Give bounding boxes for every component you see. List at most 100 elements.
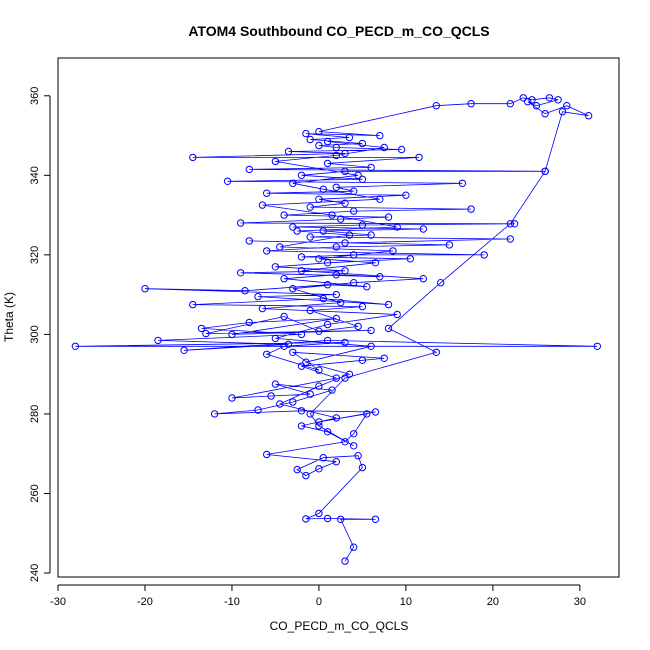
data-point bbox=[323, 281, 332, 289]
y-tick-label: 300 bbox=[29, 325, 41, 343]
data-point bbox=[350, 187, 358, 195]
data-point bbox=[337, 215, 345, 223]
data-point bbox=[297, 171, 306, 180]
y-tick-label: 240 bbox=[29, 564, 41, 582]
data-point bbox=[350, 251, 358, 259]
data-point bbox=[210, 410, 219, 418]
data-point bbox=[306, 306, 314, 315]
data-point bbox=[354, 171, 362, 180]
data-point bbox=[280, 342, 288, 350]
data-point bbox=[189, 300, 197, 309]
data-point bbox=[202, 329, 210, 338]
x-tick-label: -20 bbox=[137, 596, 153, 608]
data-point bbox=[354, 322, 362, 331]
data-point bbox=[289, 398, 297, 406]
data-point bbox=[341, 149, 349, 158]
data-point bbox=[371, 515, 380, 523]
data-point bbox=[328, 211, 336, 219]
data-point bbox=[302, 358, 310, 366]
data-point bbox=[332, 183, 340, 192]
data-point bbox=[306, 233, 314, 241]
data-point bbox=[467, 205, 475, 213]
data-point bbox=[297, 362, 306, 370]
data-point bbox=[323, 159, 332, 168]
y-tick-label: 280 bbox=[29, 405, 41, 423]
data-point bbox=[297, 330, 306, 339]
data-point bbox=[315, 255, 323, 263]
data-point bbox=[189, 153, 197, 162]
data-point bbox=[350, 430, 358, 438]
chart-title: ATOM4 Southbound CO_PECD_m_CO_QCLS bbox=[188, 23, 489, 39]
data-point bbox=[319, 227, 327, 235]
data-point bbox=[528, 96, 536, 104]
data-point bbox=[297, 267, 306, 275]
plot-marks bbox=[71, 94, 601, 565]
data-point bbox=[245, 237, 254, 245]
data-point bbox=[271, 263, 280, 271]
data-point bbox=[563, 102, 571, 110]
data-point bbox=[341, 374, 349, 382]
data-point bbox=[323, 428, 332, 436]
data-point bbox=[358, 139, 367, 148]
data-point bbox=[228, 394, 236, 402]
data-point bbox=[367, 231, 375, 239]
data-point bbox=[367, 163, 375, 172]
data-point bbox=[237, 219, 245, 227]
data-point bbox=[258, 304, 267, 313]
data-point bbox=[254, 406, 262, 414]
data-point bbox=[315, 127, 323, 136]
data-point bbox=[302, 129, 310, 138]
data-point bbox=[302, 515, 310, 523]
data-point bbox=[341, 267, 349, 275]
data-point bbox=[289, 348, 297, 356]
data-point bbox=[341, 438, 349, 446]
data-point bbox=[306, 410, 314, 418]
data-point bbox=[467, 100, 475, 108]
data-point bbox=[593, 342, 601, 350]
data-point bbox=[350, 279, 358, 287]
data-point bbox=[419, 225, 427, 233]
data-point bbox=[358, 221, 367, 229]
data-point bbox=[71, 342, 80, 350]
data-point bbox=[323, 320, 332, 329]
data-point bbox=[263, 350, 271, 358]
plot-frame bbox=[57, 57, 620, 578]
data-point bbox=[354, 452, 362, 460]
data-point bbox=[289, 179, 297, 188]
data-point bbox=[154, 336, 162, 345]
data-point bbox=[380, 354, 388, 362]
data-point bbox=[341, 167, 349, 176]
data-point bbox=[376, 195, 384, 203]
y-tick-label: 320 bbox=[29, 246, 41, 264]
data-point bbox=[384, 213, 393, 221]
data-point bbox=[276, 400, 284, 408]
data-point bbox=[271, 334, 280, 343]
y-tick-label: 260 bbox=[29, 484, 41, 502]
data-point bbox=[332, 374, 340, 382]
data-point bbox=[358, 463, 367, 472]
data-point bbox=[241, 287, 249, 295]
data-point bbox=[406, 255, 414, 263]
data-point bbox=[197, 324, 206, 333]
data-point bbox=[289, 285, 297, 293]
data-point bbox=[541, 167, 549, 176]
data-point bbox=[319, 294, 327, 303]
data-point bbox=[506, 220, 514, 228]
data-point bbox=[358, 356, 367, 364]
data-point bbox=[263, 450, 271, 459]
data-point bbox=[323, 259, 332, 267]
data-point bbox=[545, 94, 554, 102]
data-point bbox=[180, 346, 188, 354]
data-point bbox=[415, 153, 423, 162]
data-point bbox=[332, 290, 340, 299]
data-point bbox=[315, 465, 323, 473]
data-point bbox=[341, 199, 349, 207]
data-point bbox=[302, 471, 310, 480]
data-point bbox=[367, 326, 375, 335]
x-tick-label: -30 bbox=[50, 596, 66, 608]
data-point bbox=[541, 110, 549, 118]
data-point bbox=[263, 247, 271, 255]
series-line bbox=[75, 97, 598, 562]
data-point bbox=[141, 285, 149, 293]
x-tick-label: 20 bbox=[487, 596, 499, 608]
